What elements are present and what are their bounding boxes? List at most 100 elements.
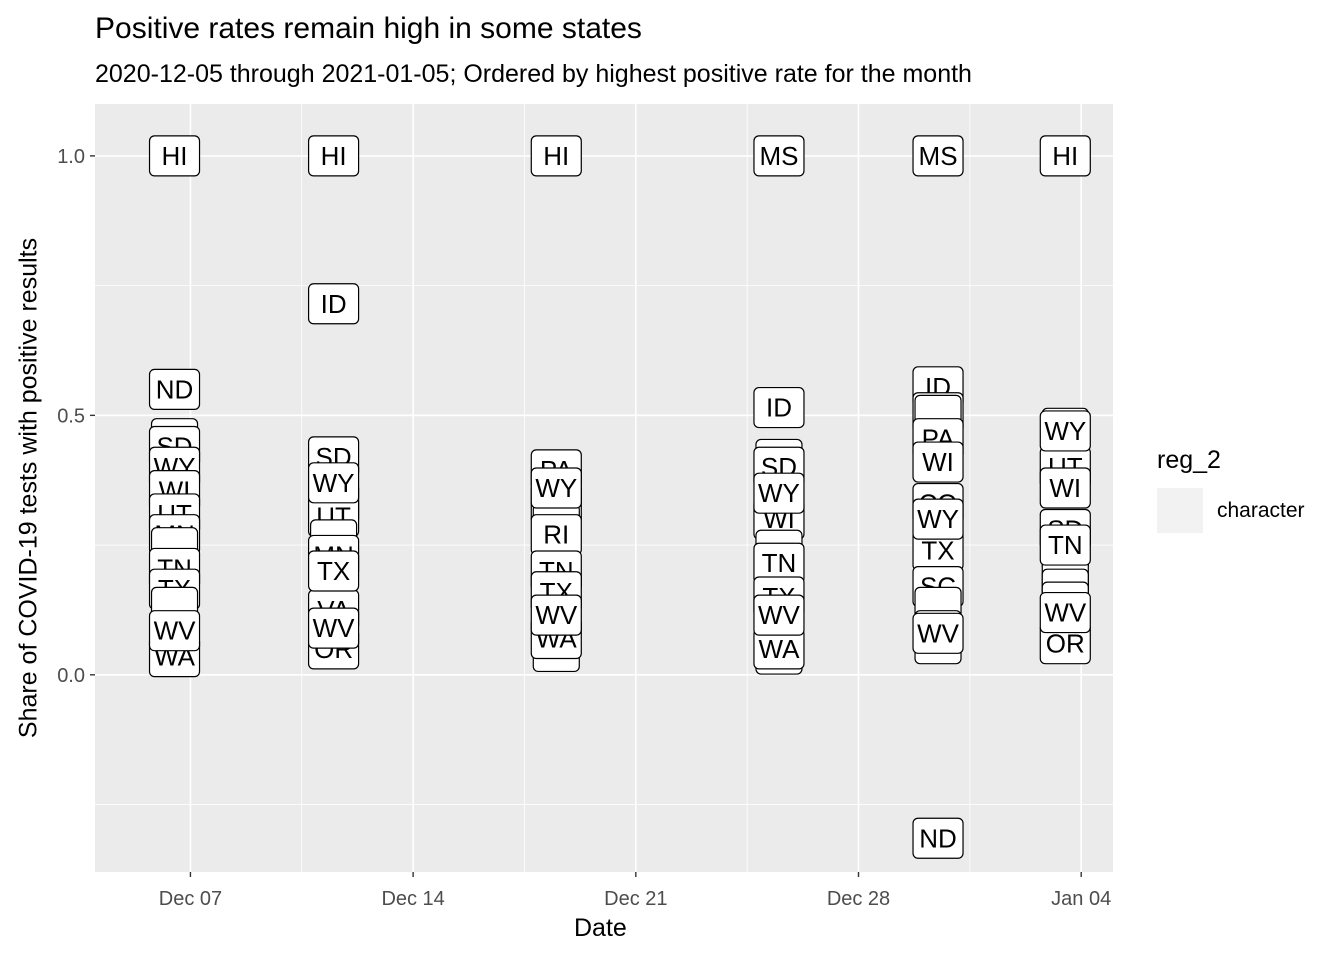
label-text: WY [758, 478, 800, 508]
label-box [530, 135, 582, 177]
label-text: WV [154, 616, 197, 646]
label-text: WI [1049, 473, 1081, 503]
label-text: ND [919, 823, 957, 853]
label-text: ND [156, 374, 194, 404]
label-box [307, 283, 360, 325]
state-label: ND [912, 817, 964, 859]
label-box [530, 594, 582, 636]
label-box [912, 612, 964, 654]
chart-subtitle: 2020-12-05 through 2021-01-05; Ordered b… [95, 60, 972, 88]
label-text: WY [313, 468, 355, 498]
state-label: OR [1039, 623, 1091, 665]
label-text: WY [1044, 416, 1086, 446]
label-text: WY [535, 473, 577, 503]
state-label: WI [912, 441, 964, 483]
y-axis-title: Share of COVID-19 tests with positive re… [14, 237, 43, 739]
label-box [148, 135, 201, 177]
label-box [148, 610, 201, 652]
label-box [753, 594, 805, 636]
x-tick-label: Jan 04 [1051, 888, 1111, 910]
label-box [1039, 591, 1091, 634]
label-box [1039, 524, 1091, 566]
state-label: WV [1039, 591, 1091, 634]
state-label: WV [753, 594, 805, 636]
label-text: WV [917, 618, 960, 648]
state-label: WV [148, 610, 201, 652]
label-text: HI [543, 141, 569, 171]
label-text: WI [922, 447, 954, 477]
state-label: TN [1039, 524, 1091, 566]
label-text: TX [921, 535, 954, 565]
x-tick-label: Dec 21 [604, 888, 667, 910]
label-box [307, 462, 360, 504]
label-box [530, 467, 582, 509]
state-label: WY [530, 467, 582, 509]
label-box [912, 135, 964, 177]
state-label: ID [753, 386, 805, 429]
y-tick-label: 1.0 [57, 146, 85, 168]
label-box [1039, 467, 1091, 509]
state-label: HI [530, 135, 582, 177]
x-tick-label: Dec 28 [827, 888, 890, 910]
label-text: HI [1052, 141, 1078, 171]
state-label: WY [753, 472, 805, 514]
label-text: HI [321, 141, 347, 171]
state-label: WV [912, 612, 964, 654]
label-box [1039, 135, 1091, 177]
x-tick-label: Dec 07 [159, 888, 222, 910]
state-label: MS [912, 135, 964, 177]
label-text: MS [919, 141, 958, 171]
state-label: TX [307, 550, 360, 592]
label-box [1039, 410, 1091, 452]
label-box [307, 135, 360, 177]
state-label: WV [530, 594, 582, 636]
y-tick-label: 0.0 [57, 665, 85, 687]
x-axis-title: Date [574, 914, 627, 942]
state-label: RI [530, 514, 582, 556]
label-box [307, 550, 360, 592]
label-text: WV [1044, 598, 1087, 628]
label-text: RI [543, 520, 569, 550]
state-label: MS [753, 135, 805, 177]
state-label: WV [307, 607, 360, 649]
label-text: OR [1046, 629, 1085, 659]
label-box [753, 386, 805, 429]
chart-title: Positive rates remain high in some state… [95, 12, 642, 45]
label-text: ID [321, 289, 347, 319]
x-tick-label: Dec 14 [381, 888, 444, 910]
state-label: WA [753, 628, 805, 670]
label-text: WV [535, 600, 578, 630]
state-label: HI [307, 135, 360, 177]
label-text: WA [759, 634, 801, 664]
state-label: ND [148, 368, 201, 411]
state-label: WI [1039, 467, 1091, 509]
label-text: TN [762, 548, 797, 578]
label-text: TX [317, 556, 350, 586]
label-box [912, 817, 964, 859]
y-tick-label: 0.5 [57, 405, 85, 427]
legend-key [1157, 488, 1203, 533]
state-label: WY [912, 498, 964, 540]
data-labels: HINDSDWYWIUTMNTNTXWAWVHIIDSDWIUTMNVAORTX… [148, 135, 1091, 859]
label-box [912, 498, 964, 540]
state-label: HI [1039, 135, 1091, 177]
label-box [753, 472, 805, 514]
legend-title: reg_2 [1157, 446, 1221, 474]
label-text: HI [162, 141, 188, 171]
label-text: WV [313, 613, 356, 643]
label-box [148, 368, 201, 411]
legend-label: character [1217, 499, 1305, 522]
label-box [753, 135, 805, 177]
minor-gridlines [95, 104, 1113, 872]
label-text: ID [766, 393, 792, 423]
state-label: HI [148, 135, 201, 177]
state-label: ID [307, 283, 360, 325]
axes: 0.0 0.5 1.0 Dec 07 Dec 14 Dec 21 Dec 28 Jan 04 [57, 146, 1111, 910]
state-label: WY [307, 462, 360, 504]
label-box [912, 441, 964, 483]
label-box [307, 607, 360, 649]
state-label: WY [1039, 410, 1091, 452]
label-text: WV [758, 600, 801, 630]
label-text: TN [1048, 530, 1083, 560]
